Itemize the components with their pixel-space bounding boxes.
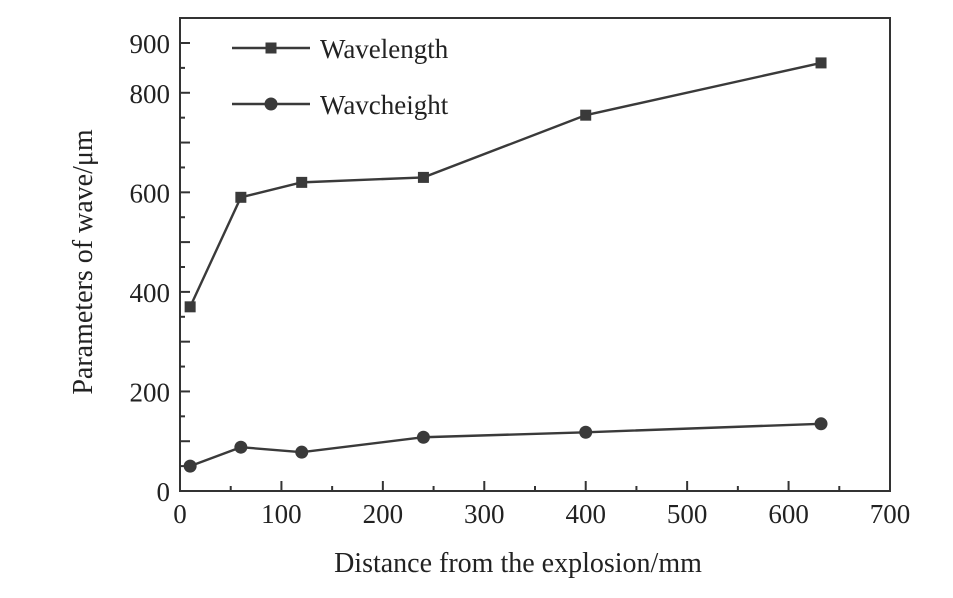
y-tick-label: 600	[130, 178, 171, 208]
data-point-circle	[264, 97, 278, 111]
x-tick-label: 300	[464, 499, 505, 529]
data-point-square	[184, 301, 196, 313]
y-tick-label: 800	[130, 79, 171, 109]
series-line	[189, 422, 822, 468]
data-point-circle	[234, 440, 248, 454]
x-tick-label: 100	[261, 499, 302, 529]
data-point-square	[296, 176, 308, 188]
legend-item: Wavcheight	[232, 90, 449, 120]
y-tick-label: 200	[130, 377, 171, 407]
x-tick-label: 500	[667, 499, 708, 529]
data-point-circle	[416, 430, 430, 444]
series-wavelength	[184, 57, 827, 313]
data-point-square	[417, 171, 429, 183]
y-axis-title: Parameters of wave/μm	[68, 129, 99, 395]
data-point-circle	[579, 425, 593, 439]
legend-label: Wavelength	[320, 34, 449, 64]
data-point-circle	[183, 459, 197, 473]
series-layer	[183, 57, 828, 473]
data-point-square	[580, 109, 592, 121]
y-tick-label: 0	[157, 477, 171, 507]
data-point-circle	[295, 445, 309, 459]
data-point-square	[235, 191, 247, 203]
x-tick-label: 700	[870, 499, 911, 529]
y-tick-label: 900	[130, 29, 171, 59]
legend: Wavelength Wavcheight	[232, 34, 449, 120]
legend-label: Wavcheight	[320, 90, 449, 120]
x-tick-label: 0	[173, 499, 187, 529]
x-tick-label: 600	[768, 499, 809, 529]
y-tick-label: 400	[130, 278, 171, 308]
x-tick-label: 200	[363, 499, 404, 529]
data-point-square	[265, 42, 277, 54]
x-tick-label: 400	[565, 499, 606, 529]
x-axis-title: Distance from the explosion/mm	[334, 548, 702, 579]
ticks-layer: 0 100 200 300 400 500 600 700 0 200 400 600 800 900	[130, 29, 911, 529]
data-point-circle	[814, 417, 828, 431]
plot-frame	[179, 17, 891, 492]
legend-item: Wavelength	[232, 34, 449, 64]
series-wavcheight	[183, 417, 828, 473]
series-line	[189, 61, 822, 308]
data-point-square	[815, 57, 827, 69]
